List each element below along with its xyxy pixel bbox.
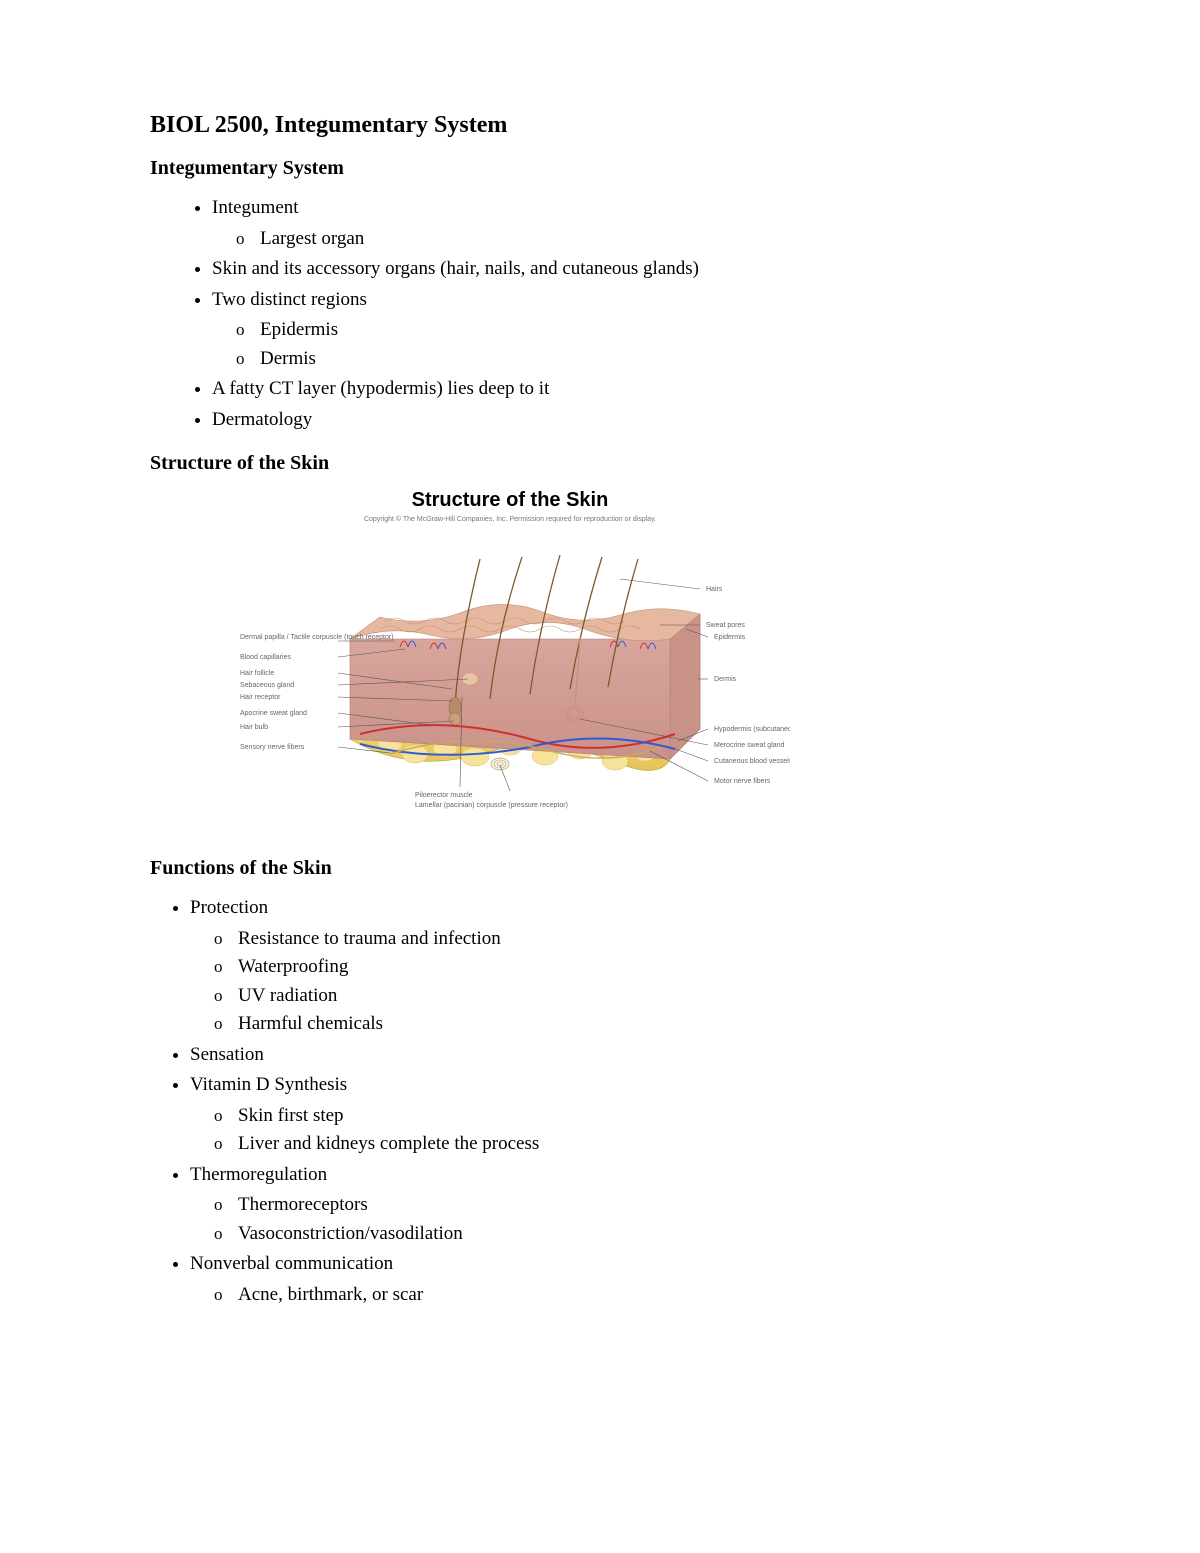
sub-list-item: Liver and kidneys complete the process xyxy=(238,1130,1050,1159)
list-item-text: Nonverbal communication xyxy=(190,1253,393,1274)
sub-list: Epidermis Dermis xyxy=(212,316,1050,373)
list-item: Nonverbal communication Acne, birthmark,… xyxy=(190,1250,1050,1309)
svg-text:Hypodermis (subcutaneous fat): Hypodermis (subcutaneous fat) xyxy=(714,726,790,733)
svg-text:Epidermis: Epidermis xyxy=(714,634,746,641)
sub-list-item: Acne, birthmark, or scar xyxy=(238,1281,1050,1310)
sub-list-item: Skin first step xyxy=(238,1102,1050,1131)
svg-text:Piloerector muscle: Piloerector muscle xyxy=(415,792,473,799)
sub-list-item: Vasoconstriction/vasodilation xyxy=(238,1220,1050,1249)
list-item-text: Two distinct regions xyxy=(212,289,367,310)
svg-text:Dermis: Dermis xyxy=(714,676,737,683)
svg-text:Apocrine sweat gland: Apocrine sweat gland xyxy=(240,710,307,717)
sub-list-item: Dermis xyxy=(260,345,1050,374)
svg-text:Sensory nerve fibers: Sensory nerve fibers xyxy=(240,744,305,751)
list-item: Vitamin D Synthesis Skin first step Live… xyxy=(190,1071,1050,1159)
list-item-text: Vitamin D Synthesis xyxy=(190,1074,347,1095)
list-item: Protection Resistance to trauma and infe… xyxy=(190,894,1050,1039)
list-item: Integument Largest organ xyxy=(212,194,1050,253)
svg-text:Hair bulb: Hair bulb xyxy=(240,724,268,731)
list-item: Sensation xyxy=(190,1041,1050,1070)
sub-list-item: Thermoreceptors xyxy=(238,1191,1050,1220)
list-item-text: Thermoregulation xyxy=(190,1164,327,1185)
list-item: Dermatology xyxy=(212,406,1050,435)
svg-text:Cutaneous blood vessels: Cutaneous blood vessels xyxy=(714,758,790,765)
list-item-text: Protection xyxy=(190,897,268,918)
list-item-text: Integument xyxy=(212,197,299,218)
bullet-list: Protection Resistance to trauma and infe… xyxy=(150,894,1050,1309)
list-item: A fatty CT layer (hypodermis) lies deep … xyxy=(212,375,1050,404)
sub-list: Resistance to trauma and infection Water… xyxy=(190,925,1050,1039)
svg-text:Motor nerve fibers: Motor nerve fibers xyxy=(714,778,771,785)
sub-list-item: Resistance to trauma and infection xyxy=(238,925,1050,954)
sub-list-item: Harmful chemicals xyxy=(238,1010,1050,1039)
svg-text:Lamellar (pacinian) corpuscle: Lamellar (pacinian) corpuscle (pressure … xyxy=(415,802,568,809)
svg-text:Hair receptor: Hair receptor xyxy=(240,694,281,701)
skin-diagram: Structure of the Skin Copyright © The Mc… xyxy=(230,489,790,829)
sub-list-item: Waterproofing xyxy=(238,953,1050,982)
section-heading: Structure of the Skin xyxy=(150,452,1050,475)
svg-text:Blood capillaries: Blood capillaries xyxy=(240,654,291,661)
sub-list-item: Largest organ xyxy=(260,225,1050,254)
list-item: Thermoregulation Thermoreceptors Vasocon… xyxy=(190,1161,1050,1249)
sub-list: Skin first step Liver and kidneys comple… xyxy=(190,1102,1050,1159)
section-heading: Functions of the Skin xyxy=(150,857,1050,880)
svg-text:Dermal papilla / Tactile corpu: Dermal papilla / Tactile corpuscle (touc… xyxy=(240,634,394,641)
diagram-title: Structure of the Skin xyxy=(230,489,790,512)
document-page: BIOL 2500, Integumentary System Integume… xyxy=(0,0,1200,1553)
svg-text:Sebaceous gland: Sebaceous gland xyxy=(240,682,294,689)
diagram-copyright: Copyright © The McGraw-Hill Companies, I… xyxy=(230,516,790,523)
sub-list: Thermoreceptors Vasoconstriction/vasodil… xyxy=(190,1191,1050,1248)
sub-list: Acne, birthmark, or scar xyxy=(190,1281,1050,1310)
sub-list: Largest organ xyxy=(212,225,1050,254)
svg-text:Hair follicle: Hair follicle xyxy=(240,670,274,677)
section-heading: Integumentary System xyxy=(150,157,1050,180)
sub-list-item: Epidermis xyxy=(260,316,1050,345)
skin-cross-section-icon: Dermal papilla / Tactile corpuscle (touc… xyxy=(230,529,790,829)
list-item: Skin and its accessory organs (hair, nai… xyxy=(212,255,1050,284)
svg-text:Sweat pores: Sweat pores xyxy=(706,622,745,629)
doc-title: BIOL 2500, Integumentary System xyxy=(150,112,1050,139)
svg-text:Hairs: Hairs xyxy=(706,586,723,593)
sub-list-item: UV radiation xyxy=(238,982,1050,1011)
list-item: Two distinct regions Epidermis Dermis xyxy=(212,286,1050,374)
svg-text:Merocrine sweat gland: Merocrine sweat gland xyxy=(714,742,785,749)
bullet-list: Integument Largest organ Skin and its ac… xyxy=(150,194,1050,434)
